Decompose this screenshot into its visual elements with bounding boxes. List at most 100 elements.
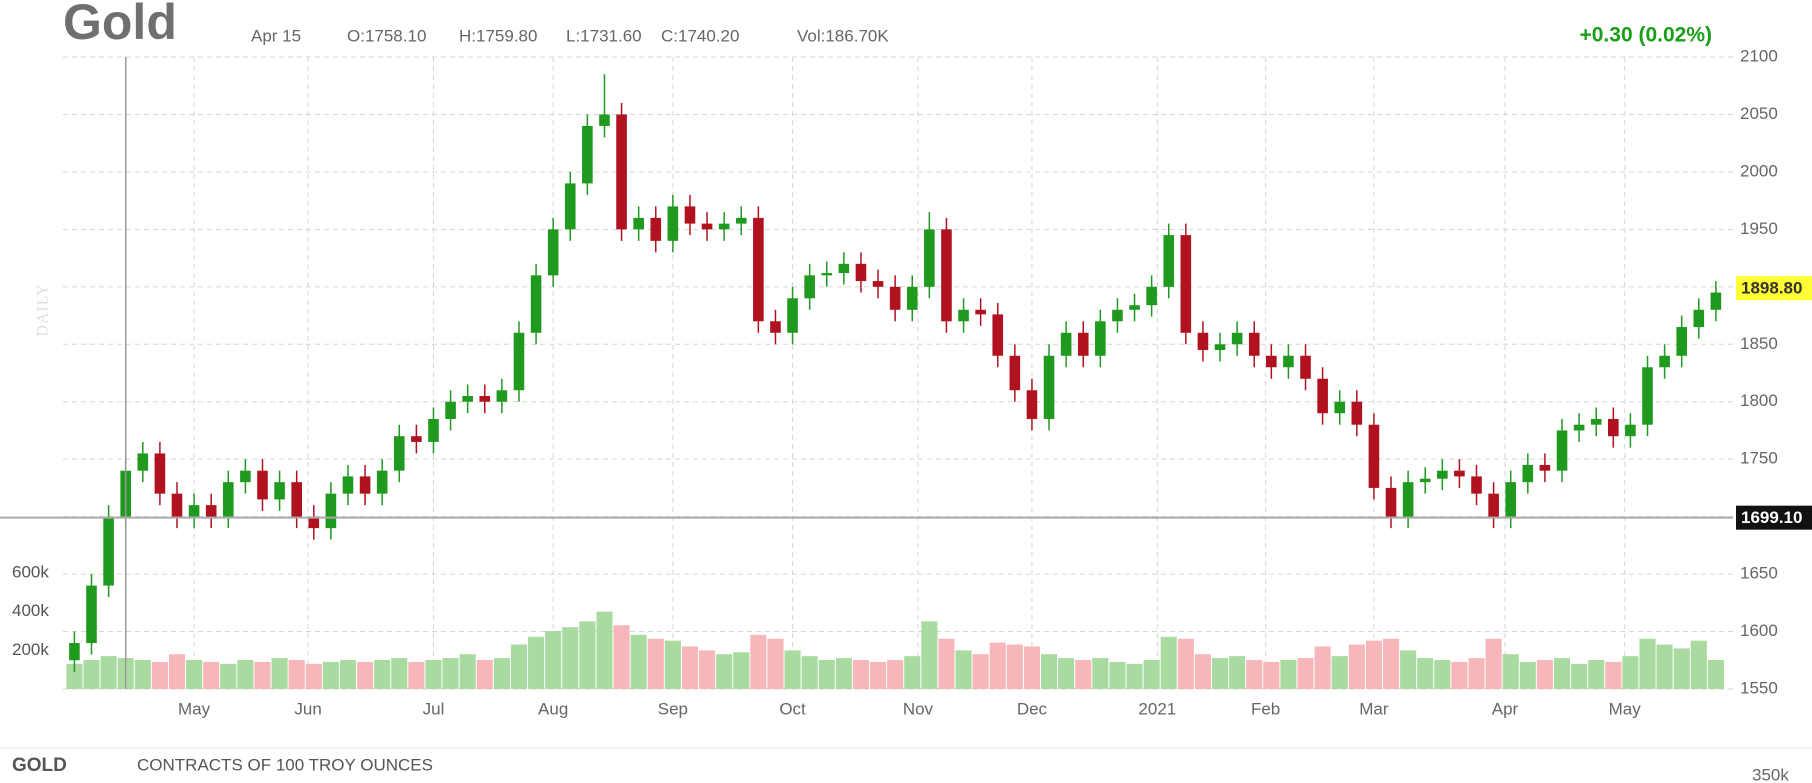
candle-body [1368,424,1380,488]
y-tick-label: 1800 [1740,391,1778,410]
candle-body [718,223,730,230]
candle-body [582,125,593,184]
candle-body [274,482,285,500]
candle-body [1625,424,1636,437]
quote-low: L:1731.60 [566,26,642,45]
volume-bar [870,661,887,689]
candle-body [838,263,850,274]
volume-bar [203,661,220,689]
x-tick-label: Jun [294,699,321,718]
candle-body [154,453,166,494]
footer-axis-label: 350k [1752,765,1789,783]
volume-bar [425,660,442,689]
volume-bar [1109,661,1126,689]
x-tick-label: Aug [538,699,568,718]
candle-body [753,217,764,322]
candle-body [855,263,867,282]
candle-body [735,217,747,224]
candle-body [804,275,815,299]
volume-bar [647,638,664,689]
volume-bar [476,660,493,689]
volume-bar [1143,660,1160,689]
candle-body [103,516,114,586]
candle-body [445,401,456,419]
volume-bar [288,660,305,689]
candle-body [1590,418,1602,425]
volume-bar [1451,661,1468,689]
volume-bar [699,650,716,689]
candle-body [684,206,696,224]
period-label: DAILY [35,283,52,336]
volume-bar [818,660,835,689]
last-price-tag [1736,276,1812,301]
volume-bar [1382,638,1400,689]
volume-bar [374,660,391,689]
candle-body [787,298,798,333]
volume-bar [493,658,510,689]
candle-body [496,390,508,402]
candle-body [958,309,969,322]
volume-bar [664,640,681,689]
volume-bar [1536,660,1553,689]
volume-bar [733,652,750,689]
volume-bar [1656,644,1673,689]
footer-description: CONTRACTS OF 100 TROY OUNCES [137,755,433,774]
candle-body [257,470,268,500]
candle-body [924,229,935,287]
candle-body [222,482,234,517]
candle-body [1710,292,1722,310]
volume-bar [1622,656,1639,689]
candle-body [1351,401,1363,425]
volume-bar [510,644,528,689]
quote-high: H:1759.80 [459,26,537,45]
candle-body [1266,355,1277,368]
x-tick-label: Jul [423,699,445,718]
volume-bar [83,660,100,689]
volume-bar [186,660,203,689]
volume-bar [545,631,562,689]
candle-body [137,453,149,471]
volume-bar [750,634,767,689]
volume-bar [254,661,271,689]
volume-bar [66,663,83,689]
volume-bar [579,621,596,689]
volume-bar [972,654,989,689]
volume-bar [1211,658,1229,689]
volume-bar [801,656,818,689]
candle-body [1642,367,1653,425]
volume-bar [305,663,322,689]
volume-bar [1468,658,1485,689]
candle-body [513,332,525,391]
candle-body [564,183,576,230]
candle-body [992,314,1004,356]
candle-body [69,643,80,661]
volume-bar [1314,646,1331,689]
candle-body [599,114,610,126]
volume-bar [237,660,254,689]
volume-bar [1571,663,1588,689]
candle-body [1317,378,1328,414]
candle-body [1009,355,1021,391]
candle-body [1539,464,1551,471]
volume-bar [528,636,545,689]
last-price-label: 1898.80 [1741,279,1802,298]
candle-body [530,275,542,333]
volume-bar [408,661,425,689]
volume-bar [1246,660,1263,689]
volume-bar [100,656,117,689]
volume-bar [151,661,168,689]
candle-body [770,321,781,333]
volume-bar [1263,661,1280,689]
y-tick-label: 1650 [1740,564,1778,583]
candle-body [1197,332,1209,351]
candle-body [1043,355,1055,419]
volume-bar [989,642,1006,689]
candle-body [872,281,884,287]
candle-body [1608,418,1619,437]
candle-body [1693,309,1705,328]
volume-bar [1690,640,1707,689]
candle-body [1180,235,1192,333]
candle-body [1060,332,1072,356]
candle-body [1676,327,1688,356]
